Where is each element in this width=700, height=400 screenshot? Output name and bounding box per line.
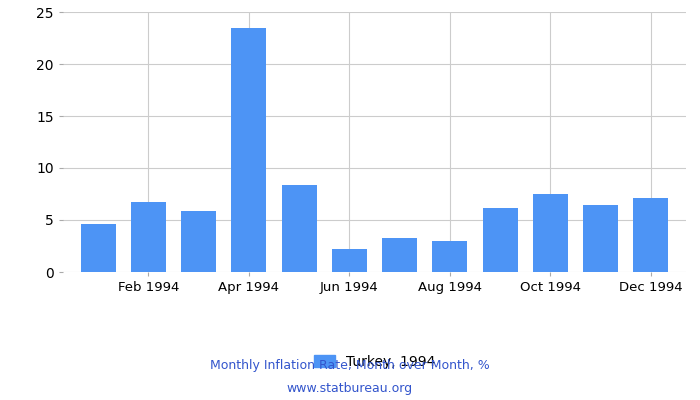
Bar xyxy=(332,249,367,272)
Bar xyxy=(181,211,216,272)
Bar xyxy=(281,185,316,272)
Bar xyxy=(583,206,618,272)
Text: Monthly Inflation Rate, Month over Month, %: Monthly Inflation Rate, Month over Month… xyxy=(210,360,490,372)
Bar xyxy=(433,241,468,272)
Bar xyxy=(131,202,166,272)
Bar xyxy=(634,198,668,272)
Bar xyxy=(382,238,417,272)
Text: www.statbureau.org: www.statbureau.org xyxy=(287,382,413,395)
Bar xyxy=(482,208,518,272)
Bar xyxy=(80,224,116,272)
Bar xyxy=(533,194,568,272)
Bar xyxy=(231,28,267,272)
Legend: Turkey, 1994: Turkey, 1994 xyxy=(308,349,441,374)
